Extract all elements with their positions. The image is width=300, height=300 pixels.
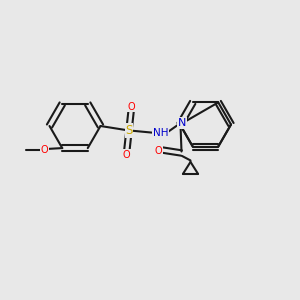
- Text: O: O: [41, 145, 48, 154]
- Text: S: S: [125, 124, 133, 137]
- Text: NH: NH: [153, 128, 168, 138]
- Text: O: O: [123, 149, 130, 160]
- Text: O: O: [154, 146, 162, 156]
- Text: N: N: [178, 118, 186, 128]
- Text: O: O: [128, 101, 135, 112]
